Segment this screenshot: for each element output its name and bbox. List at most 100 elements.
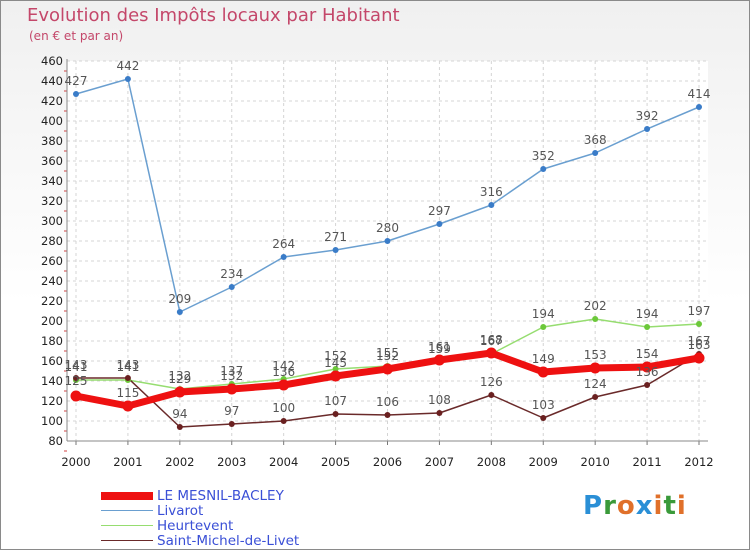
y-tick-label: 280 xyxy=(41,234,63,248)
legend-swatch xyxy=(101,524,153,527)
logo-letter: o xyxy=(616,491,636,521)
data-label: 106 xyxy=(376,395,399,409)
data-label: 316 xyxy=(480,185,503,199)
data-label: 136 xyxy=(272,365,295,379)
data-label: 197 xyxy=(688,304,711,318)
data-point xyxy=(228,421,235,427)
data-point xyxy=(122,400,134,412)
x-tick-label: 2009 xyxy=(529,455,558,469)
data-label: 143 xyxy=(116,358,139,372)
legend-item: Saint-Michel-de-Livet xyxy=(101,533,299,549)
y-tick-label: 180 xyxy=(41,334,63,348)
data-point xyxy=(540,166,547,172)
data-point xyxy=(382,363,393,375)
data-point xyxy=(693,352,705,364)
y-tick-label: 120 xyxy=(41,394,63,408)
data-label: 141 xyxy=(65,360,88,374)
y-tick-label: 100 xyxy=(41,414,63,428)
data-label: 132 xyxy=(220,369,243,383)
data-point xyxy=(644,382,651,388)
x-tick-label: 2001 xyxy=(113,455,142,469)
y-tick-label: 380 xyxy=(41,134,63,148)
data-label: 124 xyxy=(584,377,607,391)
data-label: 149 xyxy=(532,352,555,366)
data-point xyxy=(176,309,183,315)
data-label: 94 xyxy=(172,407,187,421)
data-label: 100 xyxy=(272,401,295,415)
data-point xyxy=(644,324,651,330)
data-label: 115 xyxy=(116,386,139,400)
data-point xyxy=(174,386,186,398)
data-label: 442 xyxy=(116,59,139,73)
data-point xyxy=(124,375,131,381)
data-label: 126 xyxy=(480,375,503,389)
data-label: 129 xyxy=(168,372,191,386)
data-point xyxy=(488,202,495,208)
data-label: 125 xyxy=(65,374,88,388)
x-tick-label: 2010 xyxy=(581,455,610,469)
data-label: 234 xyxy=(220,267,243,281)
x-tick-label: 2000 xyxy=(61,455,90,469)
y-tick-label: 220 xyxy=(41,294,63,308)
data-point xyxy=(73,375,79,381)
data-label: 141 xyxy=(116,360,139,374)
data-label: 167 xyxy=(688,334,711,348)
data-point xyxy=(280,254,287,260)
data-label: 392 xyxy=(636,109,659,123)
data-label: 152 xyxy=(324,349,347,363)
data-point xyxy=(332,366,339,372)
x-tick-label: 2008 xyxy=(477,455,506,469)
data-point xyxy=(592,316,599,322)
y-tick-label: 360 xyxy=(41,154,63,168)
data-label: 155 xyxy=(376,346,399,360)
data-point xyxy=(280,418,287,424)
logo-letter: t xyxy=(663,491,677,521)
data-label: 108 xyxy=(428,393,451,407)
data-label: 167 xyxy=(480,334,503,348)
y-tick-label: 420 xyxy=(41,94,63,108)
plot-area xyxy=(67,61,708,441)
data-point xyxy=(330,370,342,382)
data-label: 194 xyxy=(636,307,659,321)
data-label: 163 xyxy=(688,338,711,352)
data-point xyxy=(70,390,82,402)
y-tick-label: 300 xyxy=(41,214,63,228)
legend-label: LE MESNIL-BACLEY xyxy=(157,487,284,504)
data-point xyxy=(485,347,497,359)
data-label: 132 xyxy=(168,369,191,383)
y-tick-label: 400 xyxy=(41,114,63,128)
data-point xyxy=(696,104,702,110)
data-label: 297 xyxy=(428,204,451,218)
data-point xyxy=(278,379,290,391)
data-point xyxy=(436,221,443,227)
data-label: 414 xyxy=(688,87,711,101)
data-label: 264 xyxy=(272,237,295,251)
data-point xyxy=(696,321,702,327)
data-label: 209 xyxy=(168,292,191,306)
x-tick-label: 2004 xyxy=(269,455,298,469)
x-tick-label: 2003 xyxy=(217,455,246,469)
data-point xyxy=(228,284,235,290)
data-point xyxy=(540,415,547,421)
y-tick-label: 460 xyxy=(41,54,63,68)
data-point xyxy=(592,394,599,400)
y-tick-label: 260 xyxy=(41,254,63,268)
x-tick-label: 2011 xyxy=(632,455,661,469)
data-point xyxy=(176,424,183,430)
logo-letter: i xyxy=(676,491,687,521)
data-label: 142 xyxy=(272,359,295,373)
legend-label: Livarot xyxy=(157,502,204,519)
logo-letter: i xyxy=(653,491,664,521)
data-point xyxy=(332,247,339,253)
data-point xyxy=(537,366,549,378)
y-tick-label: 440 xyxy=(41,74,63,88)
data-label: 103 xyxy=(532,398,555,412)
chart-title: Evolution des Impôts locaux par Habitant xyxy=(27,5,400,26)
data-label: 137 xyxy=(220,364,243,378)
y-tick-label: 80 xyxy=(48,434,63,448)
legend-swatch xyxy=(101,491,153,500)
data-label: 152 xyxy=(376,349,399,363)
y-tick-label: 240 xyxy=(41,274,63,288)
legend-swatch xyxy=(101,509,153,512)
legend-item: LE MESNIL-BACLEY xyxy=(101,487,284,504)
